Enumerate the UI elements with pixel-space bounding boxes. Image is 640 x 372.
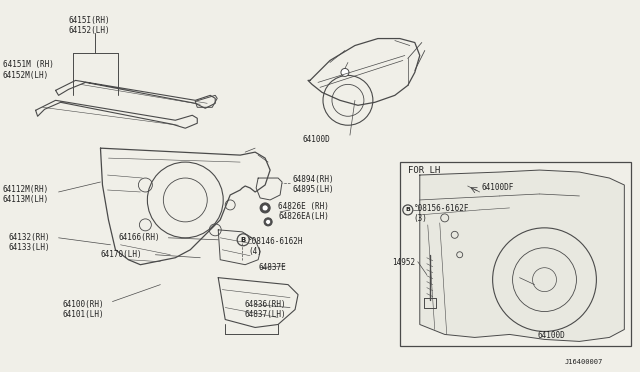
Text: 64100(RH)
64101(LH): 64100(RH) 64101(LH) [63,299,104,319]
Text: 64132(RH)
64133(LH): 64132(RH) 64133(LH) [9,233,51,252]
Text: 64894(RH)
64895(LH): 64894(RH) 64895(LH) [292,175,333,195]
Circle shape [262,205,268,211]
Circle shape [260,203,270,213]
Text: B: B [405,208,410,212]
Text: °08156-6162F
(3): °08156-6162F (3) [414,204,469,223]
Text: °08146-6162H
(4): °08146-6162H (4) [248,237,303,256]
Text: 64100DF: 64100DF [482,183,514,192]
Text: 64100D: 64100D [538,331,565,340]
Circle shape [266,219,271,224]
Text: 64166(RH): 64166(RH) [118,233,160,242]
Circle shape [264,218,272,226]
Text: 64837E: 64837E [258,263,286,272]
Text: 64826E (RH)
64826EA(LH): 64826E (RH) 64826EA(LH) [278,202,329,221]
Text: 64100D: 64100D [302,135,330,144]
Text: J16400007: J16400007 [564,359,603,365]
Circle shape [341,68,349,76]
Text: FOR LH: FOR LH [408,166,440,175]
Text: 64151M (RH)
64152M(LH): 64151M (RH) 64152M(LH) [3,61,54,80]
Text: 14952: 14952 [392,258,415,267]
Text: B: B [241,237,246,243]
Text: 6415I(RH)
64152(LH): 6415I(RH) 64152(LH) [68,16,110,35]
Text: 64170(LH): 64170(LH) [100,250,142,259]
Text: 64836(RH)
64837(LH): 64836(RH) 64837(LH) [244,299,286,319]
Polygon shape [420,170,625,341]
Text: 64112M(RH)
64113M(LH): 64112M(RH) 64113M(LH) [3,185,49,204]
Bar [400,162,631,346]
